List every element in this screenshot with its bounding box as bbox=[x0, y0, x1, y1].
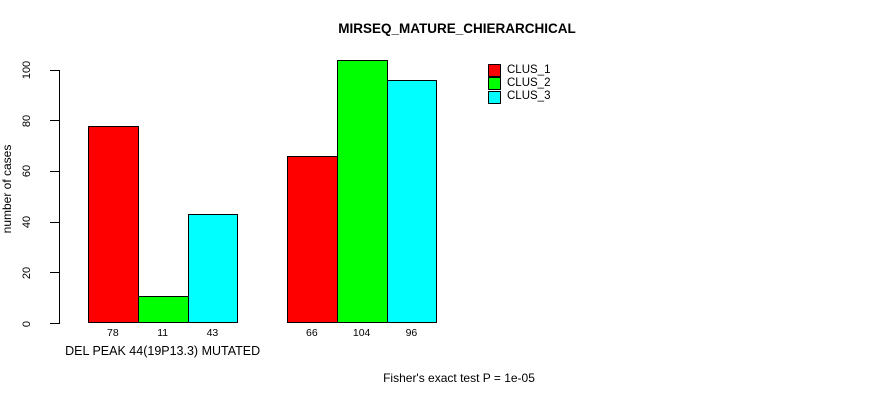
y-tick-mark bbox=[50, 272, 59, 274]
y-axis-line bbox=[59, 70, 60, 324]
bar-value-label: 43 bbox=[206, 327, 219, 339]
legend-swatch-clus_1 bbox=[488, 64, 501, 77]
bar-value-label: 96 bbox=[405, 327, 418, 339]
legend-swatch-clus_3 bbox=[488, 90, 501, 104]
bar-clus_3-group1 bbox=[187, 214, 239, 324]
bar-value-label: 11 bbox=[157, 327, 169, 339]
bar-clus_1-group2 bbox=[287, 156, 338, 324]
legend-swatch-clus_2 bbox=[488, 77, 501, 91]
y-tick-label: 60 bbox=[21, 165, 33, 178]
legend-label-clus_1: CLUS_1 bbox=[507, 63, 551, 76]
x-group-label: DEL PEAK 44(19P13.3) MUTATED bbox=[65, 344, 261, 358]
y-tick-label: 0 bbox=[21, 320, 33, 327]
fisher-test-annotation: Fisher's exact test P = 1e-05 bbox=[383, 371, 535, 385]
chart-title: MIRSEQ_MATURE_CHIERARCHICAL bbox=[338, 21, 576, 36]
y-tick-mark bbox=[50, 69, 59, 71]
bar-clus_3-group2 bbox=[386, 80, 438, 324]
bar-value-label: 66 bbox=[306, 327, 318, 339]
y-tick-label: 100 bbox=[21, 60, 33, 80]
y-tick-label: 40 bbox=[21, 215, 33, 229]
y-tick-mark bbox=[50, 323, 59, 324]
y-tick-mark bbox=[50, 120, 59, 122]
bar-value-label: 78 bbox=[107, 327, 119, 339]
bar-value-label: 104 bbox=[352, 327, 371, 339]
y-tick-label: 20 bbox=[21, 266, 33, 279]
bar-clus_2-group2 bbox=[336, 59, 388, 324]
bar-clus_2-group1 bbox=[137, 295, 189, 324]
y-tick-mark bbox=[50, 221, 59, 223]
y-tick-mark bbox=[50, 170, 59, 172]
y-tick-label: 80 bbox=[21, 114, 33, 127]
y-axis-label: number of cases bbox=[0, 144, 14, 234]
legend-label-clus_2: CLUS_2 bbox=[507, 76, 551, 89]
bar-clus_1-group1 bbox=[88, 125, 139, 324]
legend-label-clus_3: CLUS_3 bbox=[507, 90, 551, 103]
